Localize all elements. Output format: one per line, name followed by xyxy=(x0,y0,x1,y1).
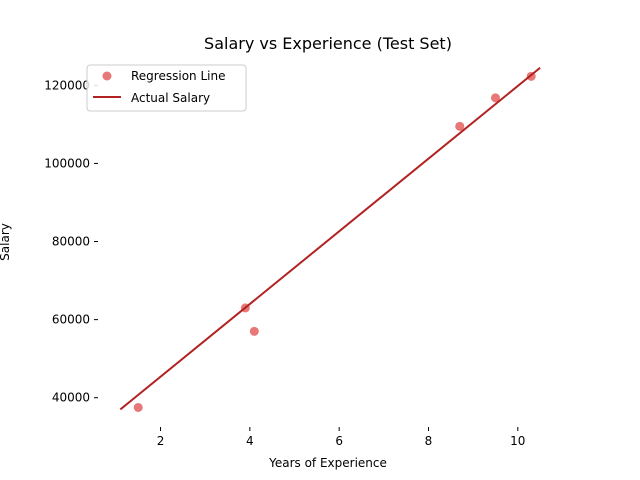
y-tick-label: 100000 xyxy=(44,156,90,170)
x-tick-label: 10 xyxy=(510,434,525,448)
y-tick-label: 120000 xyxy=(44,78,90,92)
scatter-point xyxy=(490,93,500,103)
legend-marker-regression-line xyxy=(102,71,112,81)
y-tick-label: 40000 xyxy=(52,391,90,405)
legend-box xyxy=(86,64,247,112)
legend-label-actual-salary: Actual Salary xyxy=(131,91,210,105)
scatter-point xyxy=(133,402,143,412)
legend: Regression Line Actual Salary xyxy=(86,64,247,112)
y-tick-label: 80000 xyxy=(52,235,90,249)
y-axis-label: Salary xyxy=(0,223,12,261)
x-axis-label: Years of Experience xyxy=(268,456,387,470)
scatter-point xyxy=(249,326,259,336)
x-tick-label: 2 xyxy=(157,434,165,448)
regression-line xyxy=(119,66,541,411)
scatter-point xyxy=(455,121,465,131)
x-axis: 2 4 6 8 10 xyxy=(157,427,525,448)
y-tick-label: 60000 xyxy=(52,313,90,327)
plot-area xyxy=(119,66,541,412)
legend-label-regression-line: Regression Line xyxy=(131,69,225,83)
x-tick-label: 6 xyxy=(335,434,343,448)
chart-title: Salary vs Experience (Test Set) xyxy=(204,34,452,53)
y-axis: 40000 60000 80000 100000 120000 xyxy=(44,78,98,405)
x-tick-label: 4 xyxy=(246,434,254,448)
x-tick-label: 8 xyxy=(425,434,433,448)
